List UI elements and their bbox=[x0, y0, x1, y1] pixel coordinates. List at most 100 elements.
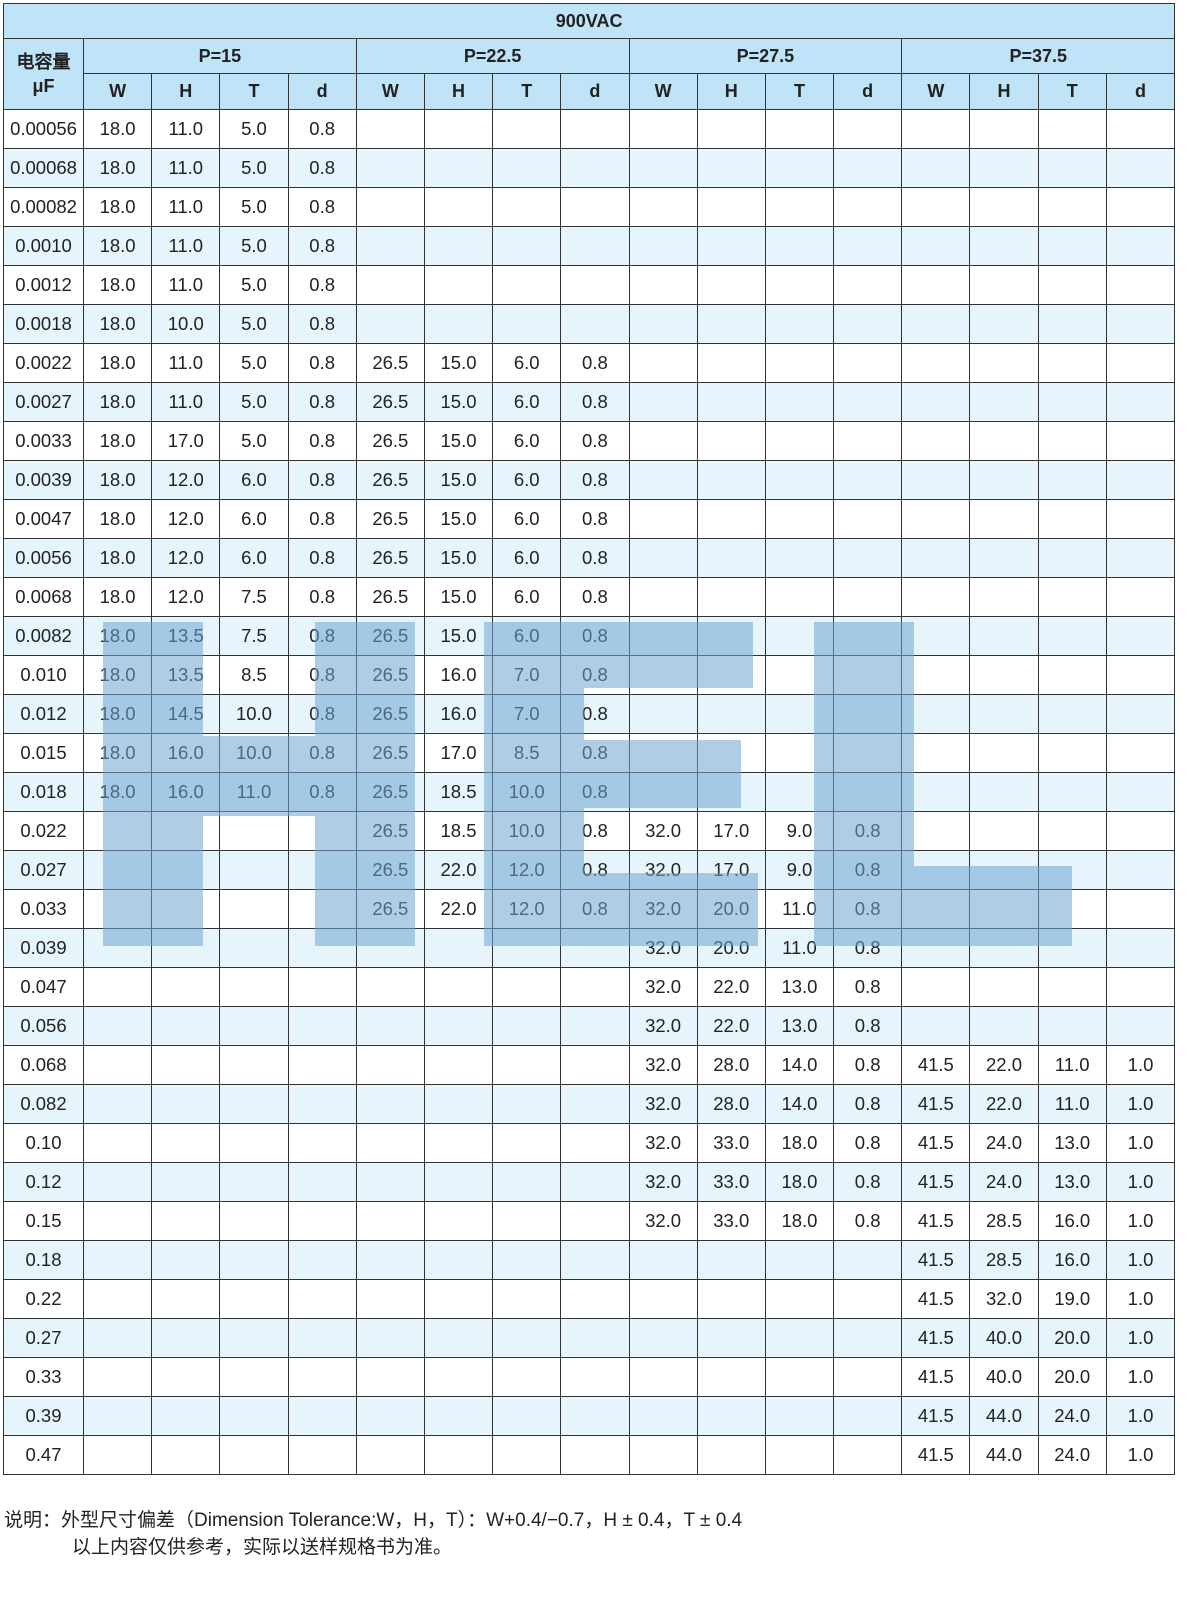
dimension-cell bbox=[560, 1357, 630, 1397]
dimension-cell bbox=[151, 1279, 221, 1319]
dimension-cell: 15.0 bbox=[423, 343, 494, 383]
dimension-cell bbox=[560, 1435, 630, 1475]
dimension-cell bbox=[764, 577, 835, 617]
dimension-cell: 12.0 bbox=[151, 538, 221, 578]
dimension-cell bbox=[219, 1396, 289, 1436]
dimension-cell bbox=[151, 850, 221, 890]
dimension-cell bbox=[1037, 421, 1107, 461]
dimension-cell: 0.8 bbox=[560, 811, 630, 851]
capacitance-label: 电容量 bbox=[16, 52, 71, 72]
dimension-cell bbox=[628, 499, 698, 539]
dimension-cell bbox=[764, 1435, 835, 1475]
dimension-cell: 0.8 bbox=[560, 343, 630, 383]
dimension-cell: 6.0 bbox=[492, 382, 562, 422]
dimension-cell: 6.0 bbox=[492, 616, 562, 656]
column-header-t: T bbox=[219, 73, 289, 110]
dimension-cell: 15.0 bbox=[423, 577, 494, 617]
dimension-cell: 15.0 bbox=[423, 538, 494, 578]
dimension-cell bbox=[1105, 499, 1176, 539]
dimension-cell bbox=[696, 655, 766, 695]
dimension-cell bbox=[287, 1084, 357, 1124]
dimension-cell bbox=[969, 616, 1039, 656]
dimension-cell bbox=[764, 1279, 835, 1319]
dimension-cell bbox=[901, 382, 971, 422]
dimension-cell: 33.0 bbox=[696, 1162, 766, 1202]
dimension-cell: 1.0 bbox=[1105, 1435, 1176, 1475]
dimension-cell bbox=[1037, 772, 1107, 812]
dimension-cell bbox=[969, 421, 1039, 461]
dimension-cell bbox=[696, 1396, 766, 1436]
dimension-cell: 9.0 bbox=[764, 850, 835, 890]
table-row: 0.039 32.0 20.0 11.0 0.8 bbox=[3, 928, 1176, 968]
dimension-cell bbox=[764, 655, 835, 695]
dimension-cell: 14.0 bbox=[764, 1045, 835, 1085]
dimension-cell bbox=[969, 1006, 1039, 1046]
dimension-cell bbox=[219, 1318, 289, 1358]
table-row: 0.0012 18.0 11.0 5.0 0.8 bbox=[3, 265, 1176, 305]
dimension-cell bbox=[287, 928, 357, 968]
capacitance-cell: 0.027 bbox=[3, 850, 84, 890]
dimension-cell bbox=[628, 421, 698, 461]
dimension-cell bbox=[423, 1318, 494, 1358]
dimension-cell: 1.0 bbox=[1105, 1123, 1176, 1163]
dimension-cell bbox=[423, 265, 494, 305]
dimension-cell bbox=[1105, 538, 1176, 578]
dimension-cell bbox=[764, 421, 835, 461]
dimension-cell bbox=[355, 226, 425, 266]
dimension-cell bbox=[969, 460, 1039, 500]
dimension-cell: 17.0 bbox=[696, 850, 766, 890]
dimension-cell bbox=[287, 967, 357, 1007]
dimension-cell: 0.8 bbox=[287, 304, 357, 344]
dimension-cell bbox=[82, 1084, 153, 1124]
dimension-cell bbox=[969, 694, 1039, 734]
dimension-cell bbox=[492, 1357, 562, 1397]
dimension-cell bbox=[901, 421, 971, 461]
dimension-cell bbox=[969, 655, 1039, 695]
dimension-cell bbox=[764, 499, 835, 539]
dimension-cell: 0.8 bbox=[560, 460, 630, 500]
dimension-cell: 0.8 bbox=[560, 538, 630, 578]
dimension-cell bbox=[492, 148, 562, 188]
dimension-cell bbox=[1037, 265, 1107, 305]
dimension-cell bbox=[560, 1162, 630, 1202]
dimension-cell: 0.8 bbox=[287, 499, 357, 539]
dimension-cell: 32.0 bbox=[628, 811, 698, 851]
dimension-cell bbox=[901, 187, 971, 227]
dimension-cell bbox=[560, 148, 630, 188]
dimension-cell bbox=[560, 928, 630, 968]
dimension-cell: 20.0 bbox=[1037, 1357, 1107, 1397]
unit-label: μF bbox=[32, 76, 55, 96]
dimension-cell bbox=[764, 1357, 835, 1397]
dimension-cell: 17.0 bbox=[696, 811, 766, 851]
dimension-cell bbox=[423, 928, 494, 968]
dimension-cell bbox=[560, 187, 630, 227]
dimension-cell bbox=[1105, 928, 1176, 968]
dimension-cell: 32.0 bbox=[628, 1084, 698, 1124]
dimension-cell: 0.8 bbox=[560, 694, 630, 734]
tolerance-note: 说明：外型尺寸偏差（Dimension Tolerance:W，H，T）：W+0… bbox=[4, 1510, 743, 1531]
dimension-cell bbox=[901, 460, 971, 500]
capacitance-cell: 0.27 bbox=[3, 1318, 84, 1358]
disclaimer-note: 以上内容仅供参考，实际以送样规格书为准。 bbox=[72, 1537, 453, 1558]
dimension-cell bbox=[355, 187, 425, 227]
dimension-cell bbox=[423, 304, 494, 344]
dimension-cell: 6.0 bbox=[492, 343, 562, 383]
dimension-cell bbox=[969, 772, 1039, 812]
dimension-cell: 16.0 bbox=[151, 772, 221, 812]
dimension-cell: 26.5 bbox=[355, 343, 425, 383]
dimension-cell: 14.5 bbox=[151, 694, 221, 734]
dimension-cell: 0.8 bbox=[560, 772, 630, 812]
dimension-cell bbox=[355, 1396, 425, 1436]
table-row: 0.0047 18.0 12.0 6.0 0.8 26.5 15.0 6.0 0.8 bbox=[3, 499, 1176, 539]
dimension-cell bbox=[287, 1396, 357, 1436]
dimension-cell: 0.8 bbox=[287, 343, 357, 383]
dimension-cell bbox=[696, 1279, 766, 1319]
dimension-cell: 18.0 bbox=[82, 733, 153, 773]
dimension-cell bbox=[764, 1318, 835, 1358]
table-row: 0.012 18.0 14.5 10.0 0.8 26.5 16.0 7.0 0.8 bbox=[3, 694, 1176, 734]
dimension-cell bbox=[82, 1123, 153, 1163]
dimension-cell bbox=[492, 1006, 562, 1046]
dimension-cell: 1.0 bbox=[1105, 1396, 1176, 1436]
dimension-cell bbox=[355, 1201, 425, 1241]
dimension-cell: 1.0 bbox=[1105, 1240, 1176, 1280]
